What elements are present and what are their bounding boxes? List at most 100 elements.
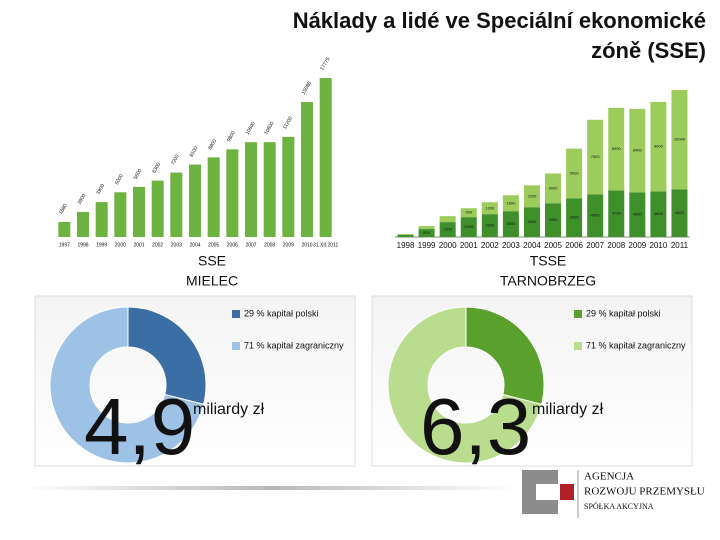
data-label: 5000 [114,173,125,186]
x-tick-label: 2006 [227,242,238,248]
amount: 6,3 [420,382,531,471]
bar-segment [481,202,498,215]
data-label: 11200 [282,116,294,131]
x-tick-label: 2007 [245,242,256,248]
data-label: 2600 [506,221,516,226]
bar [151,180,164,237]
data-label: 10600 [263,121,275,136]
bar [301,102,313,237]
data-label: 2200 [528,193,538,198]
legend-label: 71 % kapitał zagraniczny [244,340,344,350]
x-tick-label: 2005 [208,242,219,248]
unit: miliardy zł [532,401,604,418]
data-label: 8100 [189,145,200,158]
x-tick-label: 2002 [481,241,499,250]
bar [114,192,127,237]
bar-segment [502,211,519,237]
data-label: 8900 [207,138,218,151]
caption: MIELEC [186,273,238,289]
amount: 4,9 [84,382,195,471]
title: Náklady a lidé ve Speciální ekonomické [293,8,706,33]
charts: 1680 1997 2800 1998 3900 1999 5000 2000 5600 2001… [49,56,690,464]
bar-segment [671,189,688,237]
legend-label: 71 % kapitał zagraniczny [586,340,686,350]
x-tick-label: 2008 [264,242,275,248]
data-label: 4800 [675,210,685,215]
data-label: 8400 [633,148,643,153]
x-tick-label: 1999 [418,241,436,250]
data-label: 9800 [226,130,237,143]
bar-segment [439,222,456,237]
data-label: 3000 [549,185,559,190]
x-tick-label: 31.XII.2011 [313,242,338,248]
x-tick-label: 2009 [283,242,294,248]
bar-segment [566,198,583,237]
bar [319,78,332,237]
data-label: 5600 [133,168,144,181]
legend-label: 29 % kapitał polski [586,308,661,318]
data-label: 1500 [443,227,453,232]
donut-segment [465,306,545,406]
bar-segment [608,107,625,191]
logo-text: AGENCJA [584,471,634,483]
x-tick-label: 1999 [96,242,107,248]
data-label: 1200 [485,205,495,210]
data-label: 7500 [591,154,601,159]
bar-segment [397,234,414,236]
legend-swatch [574,310,582,318]
donut-segment [387,306,543,464]
data-label: 15088 [301,80,313,95]
data-label: 3400 [549,217,559,222]
data-label: 800 [423,230,430,235]
bar-segment [629,192,646,237]
x-tick-label: 2000 [115,242,126,248]
donut-segment [49,306,205,464]
donut-segment [127,306,207,406]
data-label: 3900 [95,183,106,196]
bar-segment [502,195,519,212]
x-tick-label: 2004 [523,241,541,250]
bar [58,221,71,237]
bar [95,202,108,237]
bar [77,211,89,237]
bar-segment [418,226,435,230]
x-tick-label: 2008 [607,241,625,250]
data-label: 6300 [151,161,162,174]
data-label: 2300 [485,223,495,228]
bar-segment [608,190,625,237]
caption: TSSE [530,253,567,269]
logo-text: SPÓŁKA AKCYJNA [584,501,654,511]
data-label: 4500 [633,212,643,217]
bar-segment [418,229,435,237]
bar-segment [460,208,477,218]
bar-segment [629,108,646,193]
data-label: 1600 [506,200,516,205]
x-tick-label: 1998 [397,241,415,250]
data-label: 10000 [674,137,686,142]
bar [282,136,295,237]
data-label: 2000 [464,224,474,229]
logo-text: ROZWOJU PRZEMYSŁU [584,486,705,498]
data-label: 3000 [528,219,538,224]
data-label: 7200 [170,153,181,166]
bar-segment [481,214,498,237]
data-label: 4300 [591,213,601,218]
x-tick-label: 2002 [152,242,163,248]
x-tick-label: 1998 [77,242,88,248]
data-label: 4600 [654,211,664,216]
bar-segment [397,235,414,237]
x-tick-label: 2001 [133,242,144,248]
legend-label: 29 % kapitał polski [244,308,319,318]
x-tick-label: 2007 [586,241,604,250]
bar-segment [523,207,540,237]
bar [207,157,220,237]
title: zóně (SSE) [591,38,706,63]
x-tick-label: 2010 [649,241,667,250]
bar [133,186,145,237]
data-label: 2800 [77,193,88,206]
bar-segment [671,90,688,190]
x-tick-label: 2011 [671,241,689,250]
data-label: 10600 [245,121,257,136]
x-tick-label: 2010 [301,242,312,248]
